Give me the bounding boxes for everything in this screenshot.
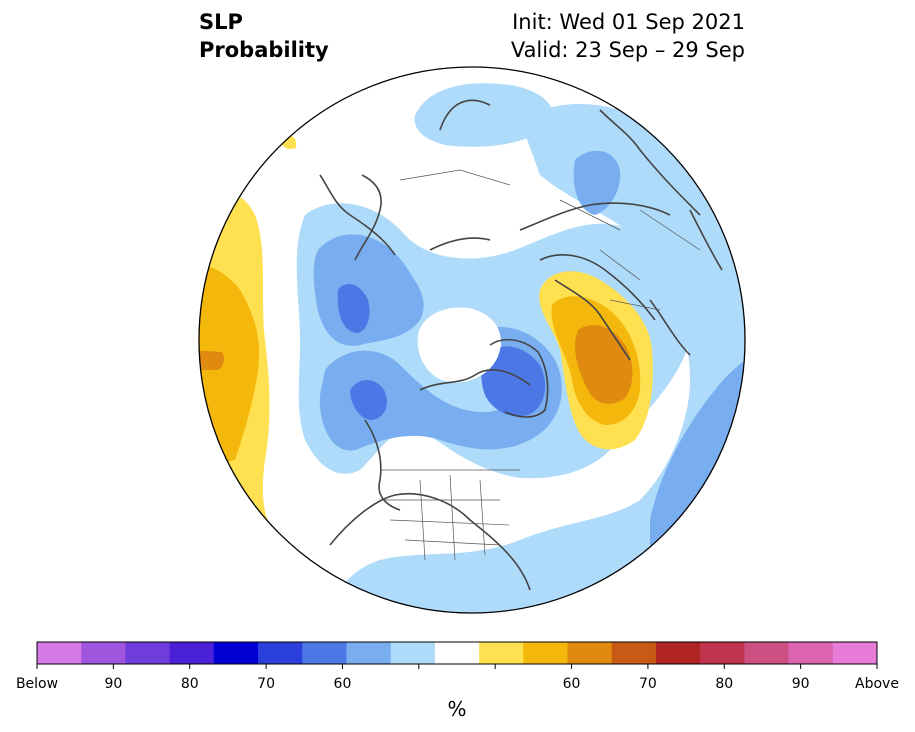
colorbar-swatch [655, 642, 701, 664]
colorbar-swatch [125, 642, 171, 664]
colorbar-swatch [434, 642, 480, 664]
globe-map [199, 67, 745, 613]
title-product: Probability [199, 38, 329, 62]
above-70-80-europe [575, 325, 633, 404]
title-variable: SLP [199, 10, 243, 34]
below-60-70-center [319, 326, 562, 451]
colorbar-tick-label: Above [855, 676, 899, 692]
colorbar-tick-label: 90 [792, 676, 810, 692]
colorbar-swatch [169, 642, 215, 664]
colorbar-swatch [832, 642, 878, 664]
map-title: SLP Probability [199, 8, 329, 64]
below-70-80-center [350, 380, 387, 420]
below-50-60-north [414, 83, 553, 147]
colorbar-swatch [37, 642, 82, 664]
below-50-60-east [330, 104, 745, 613]
colorbar-tick-label: 60 [334, 676, 352, 692]
coastlines [319, 99, 723, 591]
colorbar: Below 90 80 70 60 60 70 80 90 Above [16, 641, 899, 692]
valid-dates: Valid: 23 Sep – 29 Sep [510, 38, 745, 62]
colorbar-swatch [523, 642, 569, 664]
colorbar-frame [36, 641, 878, 665]
above-70-80-pacific [199, 350, 225, 370]
colorbar-swatch [258, 642, 303, 664]
arctic-neutral-area [417, 307, 501, 383]
colorbar-unit: % [447, 697, 466, 721]
colorbar-tick-label: Below [16, 676, 58, 692]
colorbar-swatch [346, 642, 392, 664]
colorbar-swatch [479, 642, 524, 664]
colorbar-tick-label: 70 [257, 676, 275, 692]
colorbar-swatch [390, 642, 436, 664]
map-dates: Init: Wed 01 Sep 2021 Valid: 23 Sep – 29… [511, 8, 745, 64]
colorbar-tick-label: 80 [715, 676, 733, 692]
colorbar-tick-label: 90 [104, 676, 122, 692]
colorbar-tick-label: 70 [639, 676, 657, 692]
colorbar-swatch [700, 642, 745, 664]
colorbar-tick-label: 80 [181, 676, 199, 692]
colorbar-swatch [788, 642, 834, 664]
colorbar-swatch [567, 642, 613, 664]
globe-outline [198, 66, 746, 614]
colorbar-swatch [81, 642, 126, 664]
below-60-70-north [573, 150, 621, 215]
colorbar-swatch [302, 642, 347, 664]
colorbar-swatch [744, 642, 790, 664]
colorbar-tick-label: 60 [563, 676, 581, 692]
colorbar-swatch [611, 642, 657, 664]
below-70-80-west [337, 284, 370, 333]
init-date: Init: Wed 01 Sep 2021 [512, 10, 745, 34]
colorbar-swatch [213, 642, 259, 664]
below-70-80-greenland [481, 346, 546, 417]
political-borders [380, 169, 701, 561]
